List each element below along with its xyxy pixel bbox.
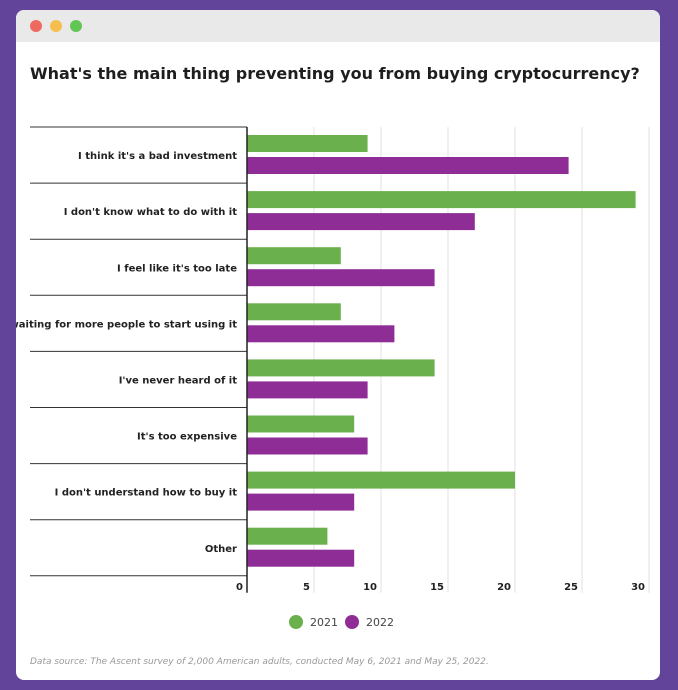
chart-card: What's the main thing preventing you fro… [16, 10, 660, 680]
category-label: I don't understand how to buy it [55, 488, 238, 499]
x-tick-label: 10 [363, 582, 377, 593]
category-label: I'm waiting for more people to start usi… [16, 319, 237, 330]
bar-2021 [247, 359, 435, 377]
bar-2021 [247, 135, 368, 152]
bar-2022 [247, 325, 395, 343]
legend-swatch-2022 [345, 615, 359, 629]
bar-2022 [247, 381, 368, 399]
window-titlebar [16, 10, 660, 42]
x-tick-label: 15 [430, 582, 444, 593]
x-tick-label: 20 [497, 582, 511, 593]
bar-2021 [247, 247, 341, 265]
legend-swatch-2021 [289, 615, 303, 629]
bar-chart: 0 5 10 15 20 25 30 I think it's a bad investmen… [16, 126, 650, 629]
close-dot-icon[interactable] [30, 20, 42, 32]
bar-2021 [247, 303, 341, 321]
category-label: I don't know what to do with it [64, 207, 238, 218]
x-tick-label: 5 [303, 582, 310, 593]
legend-label: 2022 [366, 616, 394, 629]
bar-2022 [247, 269, 435, 287]
minimize-dot-icon[interactable] [50, 20, 62, 32]
category-label: Other [205, 544, 237, 555]
category-label: I think it's a bad investment [78, 151, 237, 162]
x-tick-label: 0 [236, 582, 243, 593]
bar-2021 [247, 471, 515, 489]
x-tick-label: 30 [631, 582, 645, 593]
bar-2021 [247, 527, 328, 545]
x-tick-label: 25 [564, 582, 578, 593]
bar-2021 [247, 191, 636, 209]
category-label: It's too expensive [137, 432, 237, 443]
category-label: I feel like it's too late [117, 263, 237, 274]
bar-2022 [247, 549, 355, 567]
legend-label: 2021 [310, 616, 338, 629]
bar-2022 [247, 157, 569, 174]
data-source-note: Data source: The Ascent survey of 2,000 … [30, 657, 489, 667]
bar-2022 [247, 213, 475, 231]
bar-2022 [247, 493, 355, 511]
chart-title: What's the main thing preventing you fro… [30, 64, 640, 83]
bar-2022 [247, 437, 368, 455]
maximize-dot-icon[interactable] [70, 20, 82, 32]
bar-2021 [247, 415, 355, 433]
category-label: I've never heard of it [119, 375, 238, 386]
